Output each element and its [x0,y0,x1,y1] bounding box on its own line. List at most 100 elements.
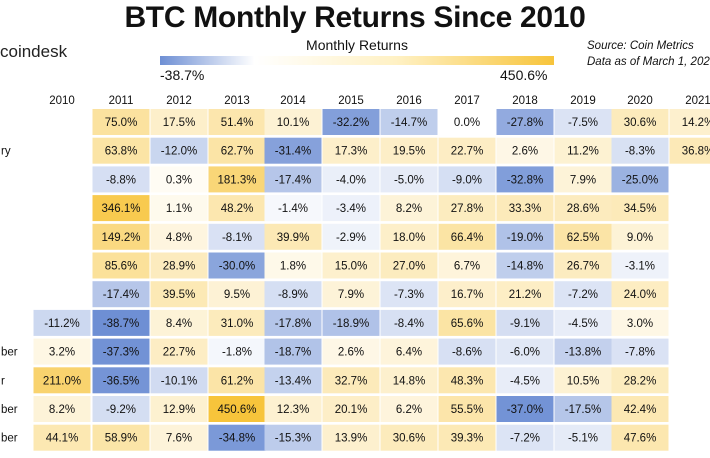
cell-value-label: 39.9% [277,232,310,244]
cell-value-label: -38.7% [103,318,139,330]
heatmap-cell [380,281,438,308]
cell-value-label: -17.5% [565,404,601,416]
cell-value-label: 12.9% [163,404,196,416]
cell-value-label: 33.3% [509,203,542,215]
cell-value-label: 17.5% [163,117,196,129]
heatmap-cell [264,309,322,336]
cell-value-label: 62.7% [221,146,254,158]
heatmap-cell [92,309,150,336]
heatmap-cell [92,166,150,193]
heatmap-cell [380,424,438,451]
heatmap-cell [554,137,612,164]
heatmap-cell [611,424,669,451]
cell-value-label: -8.1% [222,232,252,244]
cell-value-label: 58.9% [105,433,138,445]
heatmap-cell [380,166,438,193]
heatmap-cell [264,281,322,308]
cell-value-label: 75.0% [105,117,138,129]
heatmap-cell [92,195,150,222]
cell-value-label: 51.4% [221,117,254,129]
heatmap-cell [150,396,208,422]
month-label: ry [1,146,11,158]
heatmap-cell [208,367,266,394]
chart-title: BTC Monthly Returns Since 2010 [124,1,586,34]
cell-value-label: 6.7% [454,261,480,273]
month-label: r [1,375,5,387]
cell-value-label: -7.5% [568,117,598,129]
cell-value-label: 30.6% [624,117,657,129]
cell-value-label: 66.4% [451,232,484,244]
heatmap-cell [438,223,496,250]
heatmap-cell [322,166,380,193]
heatmap-cell [264,166,322,193]
heatmap-cell [380,396,438,422]
cell-value-label: 21.2% [509,289,542,301]
cell-value-label: 14.8% [393,375,426,387]
heatmap-cell [438,424,496,451]
heatmap-cell [150,195,208,222]
heatmap-cell [438,109,496,135]
heatmap-cell [496,137,554,164]
heatmap-cell [33,424,91,451]
heatmap-cell [496,252,554,279]
cell-value-label: -30.0% [219,261,255,273]
heatmap-cell [92,223,150,250]
heatmap-cell [496,424,554,451]
heatmap-cell [264,338,322,365]
legend-min-label: -38.7% [160,67,205,83]
heatmap-cell [669,109,710,135]
heatmap-cell [438,309,496,336]
cell-value-label: 61.2% [221,375,254,387]
heatmap-cell [380,309,438,336]
heatmap-cell [208,166,266,193]
cell-value-label: -10.1% [161,375,197,387]
heatmap-cell [611,252,669,279]
cell-value-label: -8.3% [625,146,655,158]
cell-value-label: -8.8% [106,174,136,186]
cell-value-label: -36.5% [103,375,139,387]
heatmap-cell [92,396,150,422]
heatmap-cell [496,281,554,308]
cell-value-label: -31.4% [275,146,311,158]
heatmap-cell [611,367,669,394]
cell-value-label: -11.2% [44,318,80,330]
heatmap-cell [438,281,496,308]
cell-value-label: -32.2% [333,117,369,129]
heatmap-cell [611,223,669,250]
month-label: ber [1,347,18,359]
cell-value-label: -7.2% [510,433,540,445]
cell-value-label: 44.1% [46,433,79,445]
year-label-2010: 2010 [49,95,75,107]
cell-value-label: 65.6% [451,318,484,330]
heatmap-cell [380,137,438,164]
cell-value-label: 28.6% [567,203,600,215]
heatmap-cell [264,109,322,135]
cell-value-label: -7.3% [394,289,424,301]
cell-value-label: -9.0% [452,174,482,186]
heatmap-cell [554,252,612,279]
heatmap-cell [611,137,669,164]
heatmap-cell [554,195,612,222]
heatmap-cell [150,309,208,336]
heatmap-cell [92,367,150,394]
cell-value-label: 20.1% [335,404,368,416]
cell-value-label: -5.0% [394,174,424,186]
cell-value-label: -13.8% [565,347,601,359]
heatmap-cell [611,309,669,336]
cell-value-label: 48.3% [451,375,484,387]
heatmap-cell [264,252,322,279]
year-label-2013: 2013 [224,95,250,107]
cell-value-label: -15.3% [275,433,311,445]
cell-value-label: 24.0% [624,289,657,301]
heatmap-cell [92,424,150,451]
cell-value-label: 22.7% [163,347,196,359]
cell-value-label: 34.5% [624,203,657,215]
cell-value-label: 15.0% [335,261,368,273]
cell-value-label: -8.9% [278,289,308,301]
cell-value-label: 22.7% [451,146,484,158]
year-label-2017: 2017 [454,95,480,107]
heatmap-cell [438,137,496,164]
cell-value-label: 6.4% [396,347,422,359]
heatmap-cell [33,338,91,365]
